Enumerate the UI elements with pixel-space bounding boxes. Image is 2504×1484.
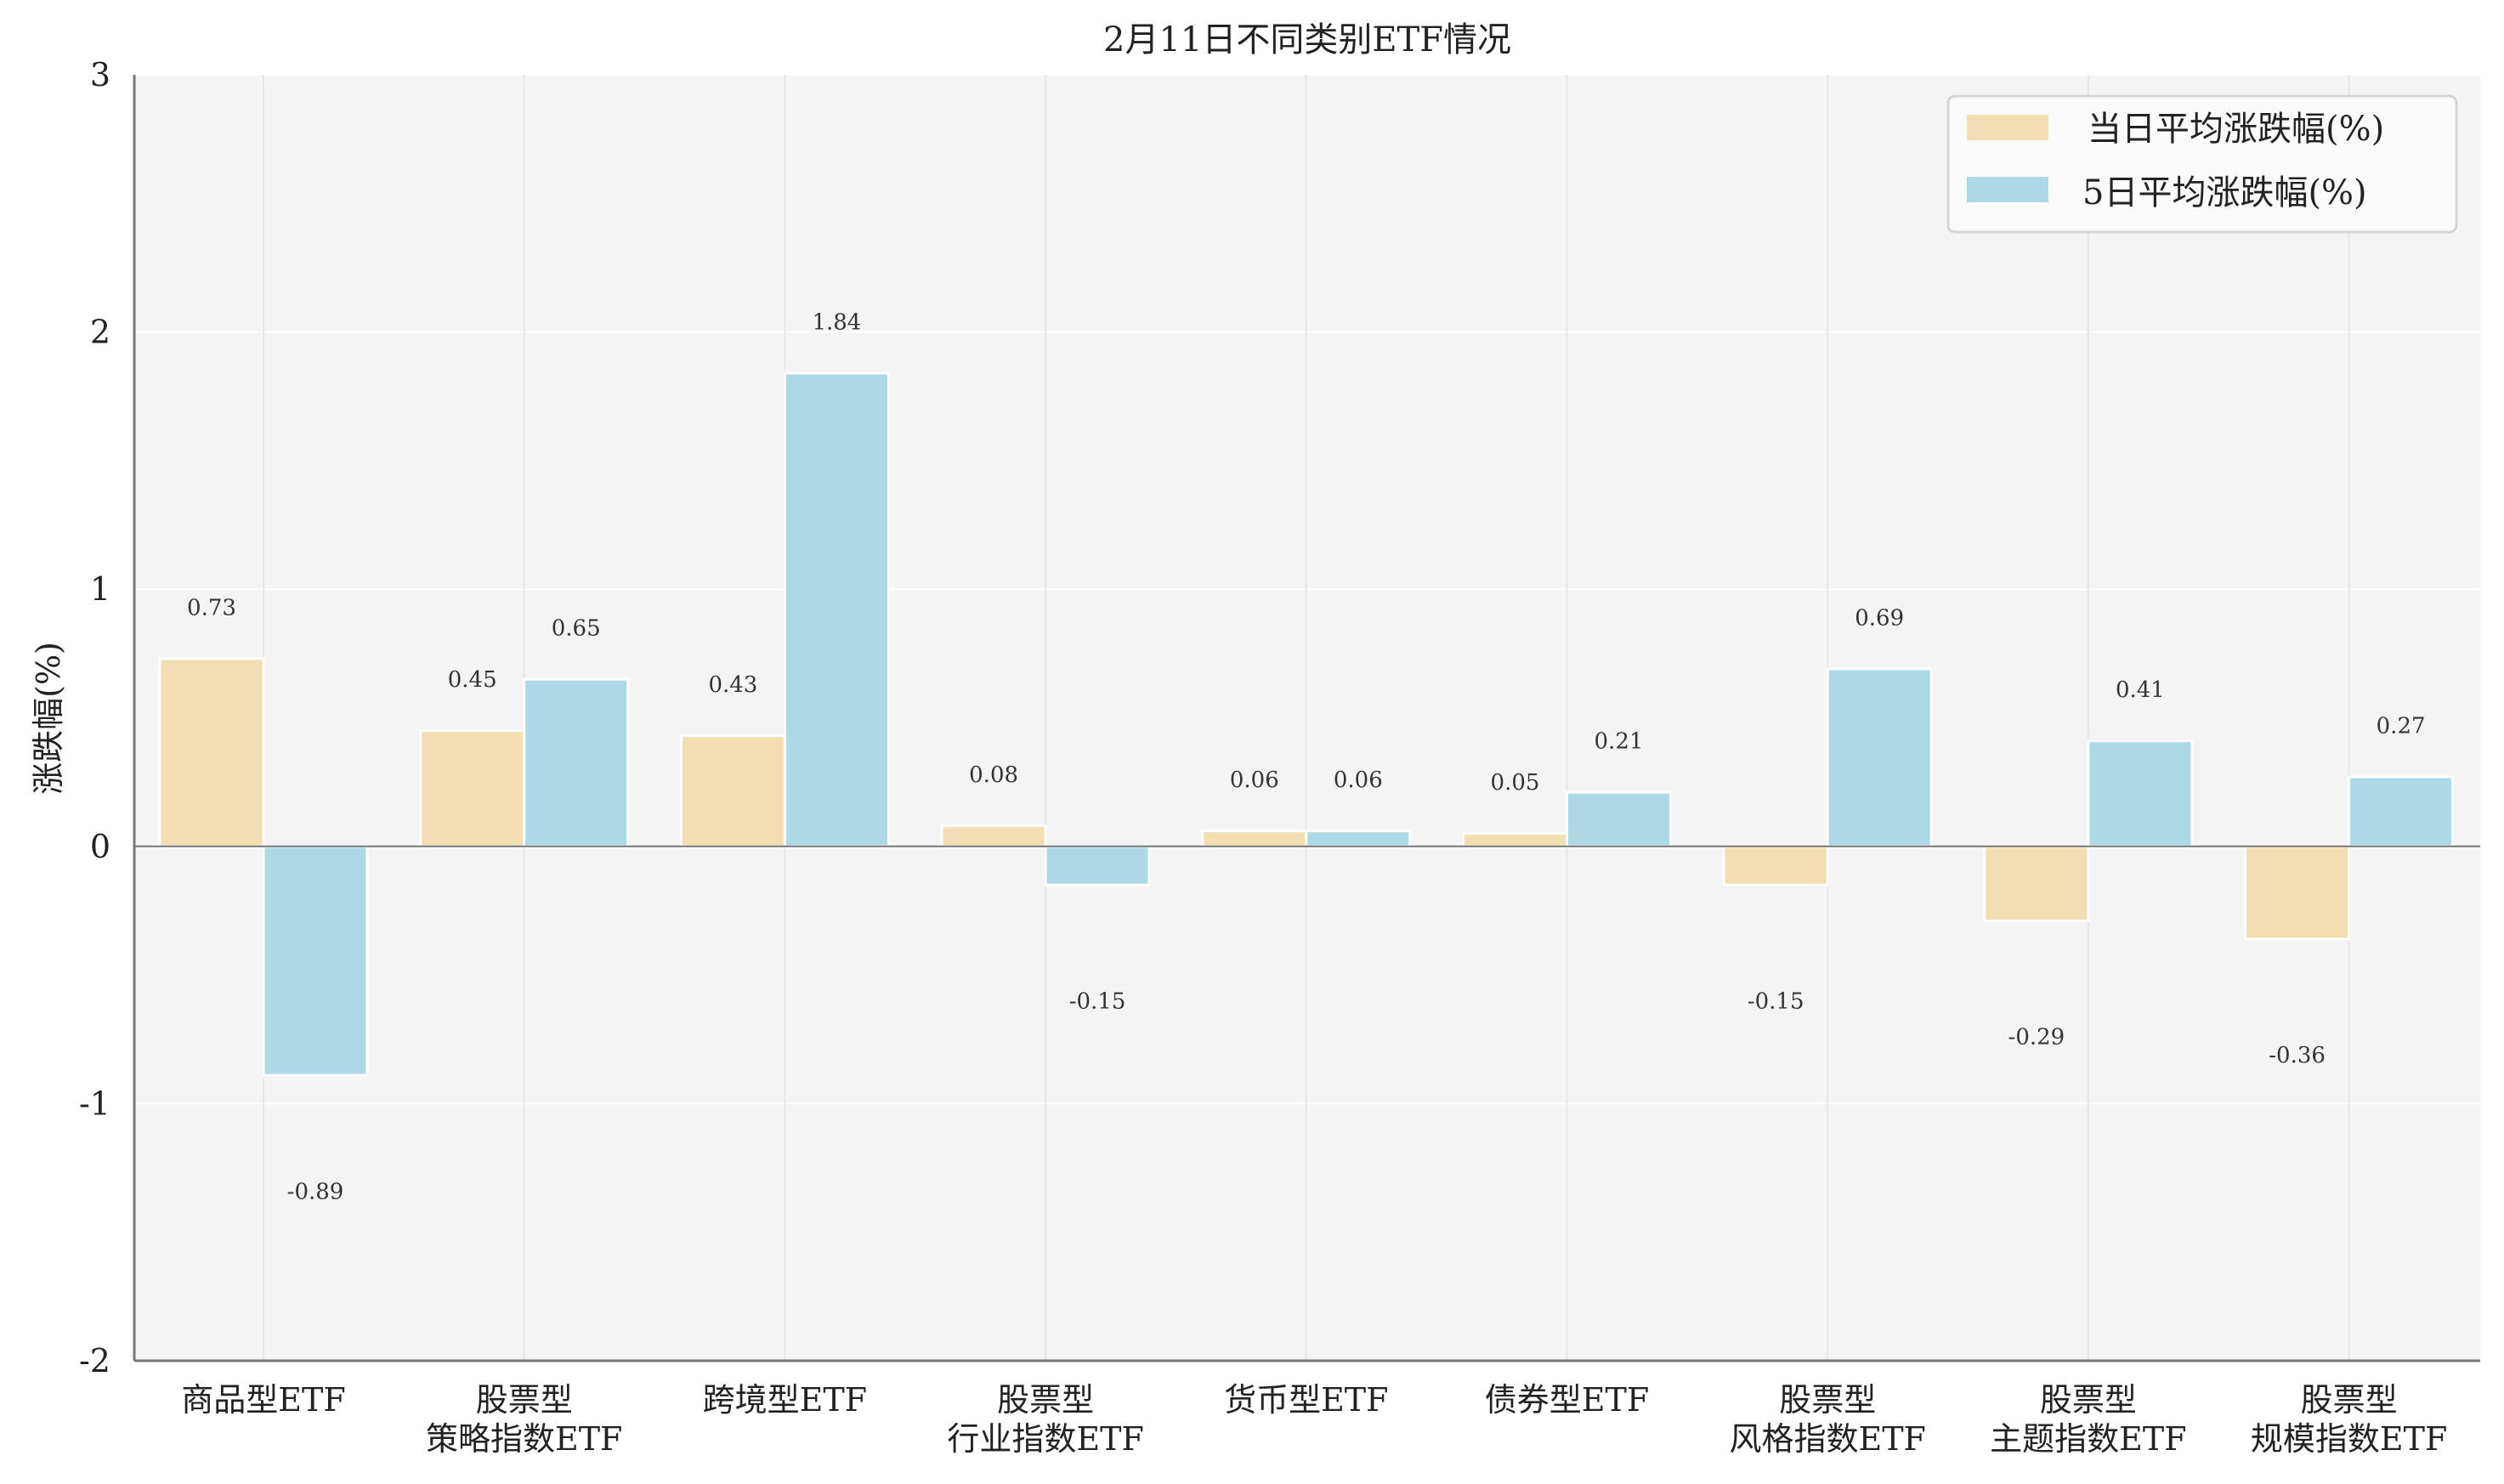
chart-title: 2月11日不同类别ETF情况 [1103,20,1511,59]
data-label: 0.05 [1491,770,1540,796]
bar-5day [1044,845,1151,886]
x-tick-label: 行业指数ETF [947,1420,1143,1458]
legend-label-5day: 5日平均涨跌幅(%) [2082,173,2367,212]
data-label: -0.29 [2008,1025,2065,1051]
bar-daily [158,657,265,848]
plot-background [134,75,2480,1361]
bar-5day [262,845,369,1077]
bar-5day [1826,667,1933,848]
y-tick-label: 1 [90,570,110,608]
bar-daily [940,824,1047,848]
bar-5day [783,371,890,848]
x-tick-label: 主题指数ETF [1990,1420,2186,1458]
bar-5day [1566,790,1672,848]
x-tick-label: 股票型 [2301,1381,2398,1419]
bar-daily [1983,845,2090,923]
bar-daily [1722,845,1829,886]
x-tick-label: 股票型 [1779,1381,1876,1419]
bar-daily [419,729,526,848]
y-tick-label: 0 [90,828,110,865]
x-tick-label: 跨境型ETF [703,1381,867,1419]
data-label: 0.69 [1855,605,1904,631]
x-tick-label: 股票型 [2040,1381,2137,1419]
legend-label-daily: 当日平均涨跌幅(%) [2088,110,2384,149]
data-label: 0.21 [1595,729,1644,755]
x-tick-label: 债券型ETF [1485,1381,1649,1419]
bar-5day [523,677,630,848]
data-label: 0.08 [969,762,1018,788]
bar-5day [2348,775,2455,848]
x-tick-label: 策略指数ETF [426,1420,622,1458]
y-axis-label: 涨跌幅(%) [30,642,67,795]
data-label: 0.43 [708,672,757,698]
bar-5day [1305,830,1412,848]
bar-daily [1201,830,1308,848]
y-tick-label: -2 [79,1342,110,1379]
data-label: 0.27 [2377,714,2426,739]
bar-daily [1462,832,1568,848]
data-label: -0.15 [1748,988,1804,1014]
bar-daily [2244,845,2351,941]
data-label: 0.06 [1230,767,1279,793]
data-label: -0.15 [1069,988,1126,1014]
x-tick-label: 规模指数ETF [2251,1420,2447,1458]
data-label: 0.73 [187,595,236,620]
legend-swatch-5day [1967,177,2048,202]
data-label: -0.89 [287,1179,344,1204]
data-label: 0.45 [448,667,497,693]
x-tick-label: 商品型ETF [181,1381,345,1419]
bar-5day [2087,739,2194,848]
data-label: 1.84 [812,309,861,335]
data-label: 0.06 [1334,767,1383,793]
data-label: 0.65 [552,616,601,642]
x-tick-label: 股票型 [476,1381,573,1419]
legend: 当日平均涨跌幅(%) 5日平均涨跌幅(%) [1946,94,2458,234]
y-tick-label: -1 [79,1085,110,1122]
x-tick-label: 货币型ETF [1224,1381,1388,1419]
legend-swatch-daily [1967,115,2048,140]
data-label: 0.41 [2116,677,2165,703]
x-tick-label: 股票型 [997,1381,1094,1419]
y-tick-label: 2 [90,314,110,351]
bar-daily [679,734,786,848]
y-tick-label: 3 [90,56,110,93]
data-label: -0.36 [2269,1043,2326,1068]
x-tick-label: 风格指数ETF [1729,1420,1925,1458]
